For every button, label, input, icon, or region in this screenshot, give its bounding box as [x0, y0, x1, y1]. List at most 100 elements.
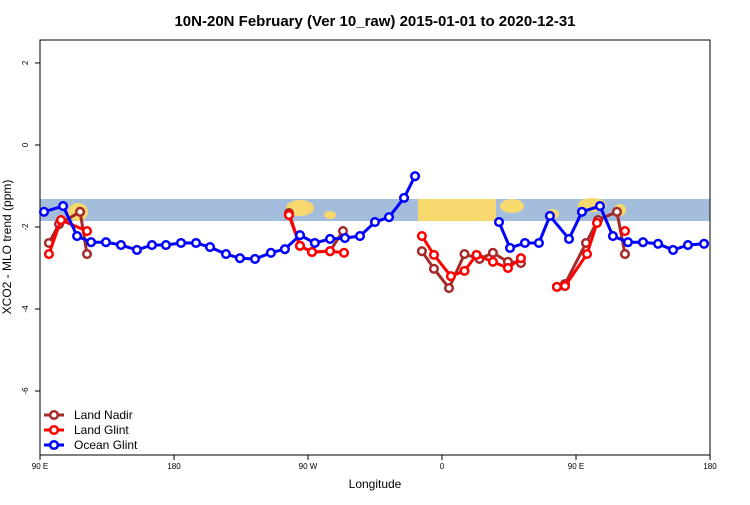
data-point	[487, 247, 498, 258]
land-patch	[324, 211, 336, 219]
data-point	[339, 233, 350, 244]
data-point	[338, 247, 350, 258]
data-point	[131, 244, 142, 256]
legend-marker	[48, 439, 60, 451]
data-point	[443, 283, 455, 294]
data-point	[249, 253, 261, 265]
data-point	[324, 246, 336, 257]
data-point	[594, 201, 606, 212]
x-tick-label: 180	[167, 462, 181, 471]
x-tick-label: 90 E	[568, 462, 584, 471]
data-point	[324, 233, 336, 244]
data-point	[234, 253, 246, 264]
data-point	[283, 210, 294, 221]
data-point	[410, 171, 421, 182]
ocean-strip	[40, 199, 710, 221]
data-point	[81, 226, 93, 237]
plot-frame	[39, 39, 711, 456]
data-point	[115, 239, 127, 251]
data-point	[533, 237, 544, 249]
data-point	[428, 263, 440, 274]
data-point	[55, 214, 67, 226]
y-tick-label: -2	[21, 223, 30, 231]
data-point	[175, 237, 187, 249]
data-point	[619, 249, 631, 260]
data-point	[294, 240, 306, 251]
data-point	[43, 249, 54, 260]
data-point	[619, 226, 631, 237]
data-point	[668, 244, 679, 256]
data-point	[559, 280, 571, 292]
data-point	[445, 271, 456, 282]
land-patch	[500, 199, 524, 213]
data-point	[220, 249, 232, 260]
data-point	[698, 238, 710, 249]
data-point	[551, 281, 562, 292]
chart-title: 10N-20N February (Ver 10_raw) 2015-01-01…	[174, 13, 575, 30]
data-point	[563, 233, 575, 244]
data-point	[58, 201, 69, 212]
data-point	[294, 230, 306, 241]
legend-label: Land Nadir	[74, 408, 133, 422]
data-point	[459, 265, 470, 276]
data-point	[383, 212, 395, 223]
y-tick-label: -6	[21, 387, 30, 395]
x-tick-label: 0	[440, 462, 445, 471]
data-point	[38, 206, 50, 217]
data-point	[519, 237, 530, 249]
data-point	[369, 217, 381, 228]
data-point	[515, 253, 526, 264]
data-point	[43, 237, 54, 249]
data-point	[416, 230, 427, 242]
data-point	[279, 244, 290, 255]
data-point	[160, 239, 172, 251]
data-point	[72, 230, 83, 242]
data-point	[544, 210, 555, 221]
data-point	[459, 249, 470, 260]
y-tick-label: -4	[21, 305, 30, 313]
data-point	[306, 246, 318, 258]
data-point	[75, 206, 86, 217]
legend-label: Ocean Glint	[74, 438, 138, 452]
data-point	[591, 217, 603, 228]
x-tick-label: 90 W	[299, 462, 318, 471]
data-point	[652, 238, 664, 249]
x-tick-label: 180	[703, 462, 717, 471]
legend-marker	[48, 424, 60, 436]
data-point	[682, 239, 694, 251]
data-point	[100, 237, 112, 248]
data-point	[204, 242, 216, 253]
x-axis-label: Longitude	[349, 477, 402, 491]
y-tick-label: 0	[21, 142, 30, 147]
data-point	[607, 230, 618, 242]
data-point	[86, 237, 97, 248]
data-point	[487, 256, 498, 267]
land-patch	[418, 199, 496, 221]
data-point	[622, 237, 634, 248]
map-strip	[40, 198, 710, 221]
legend-label: Land Glint	[74, 423, 129, 437]
data-point	[471, 249, 482, 260]
data-point	[81, 249, 93, 260]
data-point	[265, 247, 276, 258]
data-point	[190, 237, 202, 249]
data-point	[576, 206, 588, 217]
data-point	[611, 206, 622, 217]
data-point	[146, 239, 158, 251]
data-point	[309, 237, 320, 249]
data-point	[637, 237, 649, 248]
data-point	[581, 249, 593, 260]
y-tick-label: 2	[21, 60, 30, 65]
data-point	[428, 249, 440, 260]
data-point	[493, 217, 505, 228]
data-point	[416, 246, 427, 257]
data-point	[354, 230, 366, 242]
x-tick-label: 90 E	[32, 462, 48, 471]
y-axis-label: XCO2 - MLO trend (ppm)	[0, 180, 14, 315]
legend-marker	[48, 409, 60, 421]
data-point	[504, 242, 516, 253]
data-point	[502, 262, 514, 274]
